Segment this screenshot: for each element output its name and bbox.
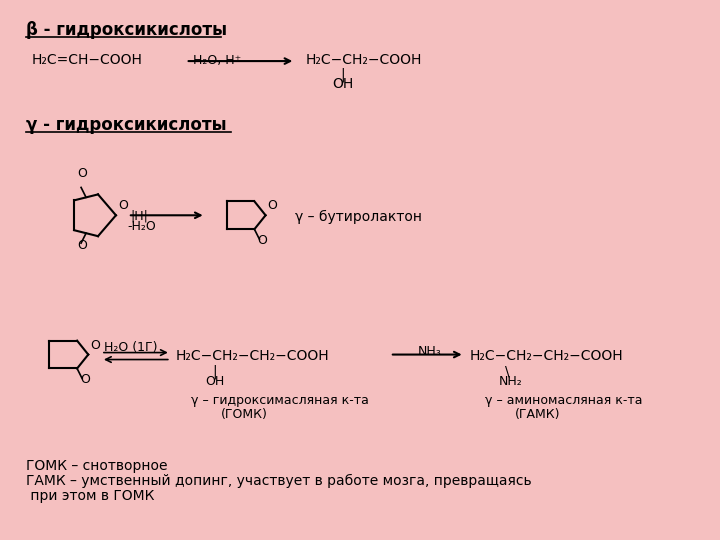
Text: γ – бутиролактон: γ – бутиролактон bbox=[295, 210, 422, 225]
Text: γ – гидроксимасляная к-та: γ – гидроксимасляная к-та bbox=[191, 394, 369, 407]
Text: -H₂O: -H₂O bbox=[127, 220, 156, 233]
Text: H₂C−CH₂−COOH: H₂C−CH₂−COOH bbox=[305, 53, 422, 67]
Text: O: O bbox=[77, 167, 87, 180]
Text: O: O bbox=[90, 339, 100, 352]
Text: H₂C−CH₂−CH₂−COOH: H₂C−CH₂−CH₂−COOH bbox=[176, 349, 329, 362]
Text: NH₂: NH₂ bbox=[498, 375, 522, 388]
Text: O: O bbox=[77, 239, 87, 252]
Text: |: | bbox=[340, 67, 345, 82]
Text: β - гидроксикислоты: β - гидроксикислоты bbox=[27, 21, 228, 39]
Text: \: \ bbox=[505, 364, 510, 379]
Text: H₂O (1Г): H₂O (1Г) bbox=[104, 341, 158, 354]
Text: NH₃: NH₃ bbox=[418, 345, 441, 357]
Text: OH: OH bbox=[206, 375, 225, 388]
Text: γ – аминомасляная к-та: γ – аминомасляная к-та bbox=[485, 394, 642, 407]
Text: ГОМК – снотворное: ГОМК – снотворное bbox=[27, 459, 168, 473]
Text: O: O bbox=[80, 374, 90, 387]
Text: при этом в ГОМК: при этом в ГОМК bbox=[27, 489, 155, 503]
Text: γ - гидроксикислоты: γ - гидроксикислоты bbox=[27, 116, 227, 134]
Text: O: O bbox=[118, 199, 128, 212]
Text: (ГОМК): (ГОМК) bbox=[220, 408, 267, 421]
Text: |: | bbox=[212, 364, 217, 379]
Text: H₂O, H⁺: H₂O, H⁺ bbox=[193, 54, 241, 67]
Text: O: O bbox=[268, 199, 277, 212]
Text: |H|: |H| bbox=[130, 210, 148, 222]
Text: H₂C−CH₂−CH₂−COOH: H₂C−CH₂−CH₂−COOH bbox=[469, 349, 624, 362]
Text: ГАМК – умственный допинг, участвует в работе мозга, превращаясь: ГАМК – умственный допинг, участвует в ра… bbox=[27, 474, 532, 488]
Text: H₂C=CH−COOH: H₂C=CH−COOH bbox=[31, 53, 142, 67]
Text: O: O bbox=[257, 234, 267, 247]
Text: OH: OH bbox=[332, 77, 354, 91]
Text: (ГАМК): (ГАМК) bbox=[514, 408, 560, 421]
